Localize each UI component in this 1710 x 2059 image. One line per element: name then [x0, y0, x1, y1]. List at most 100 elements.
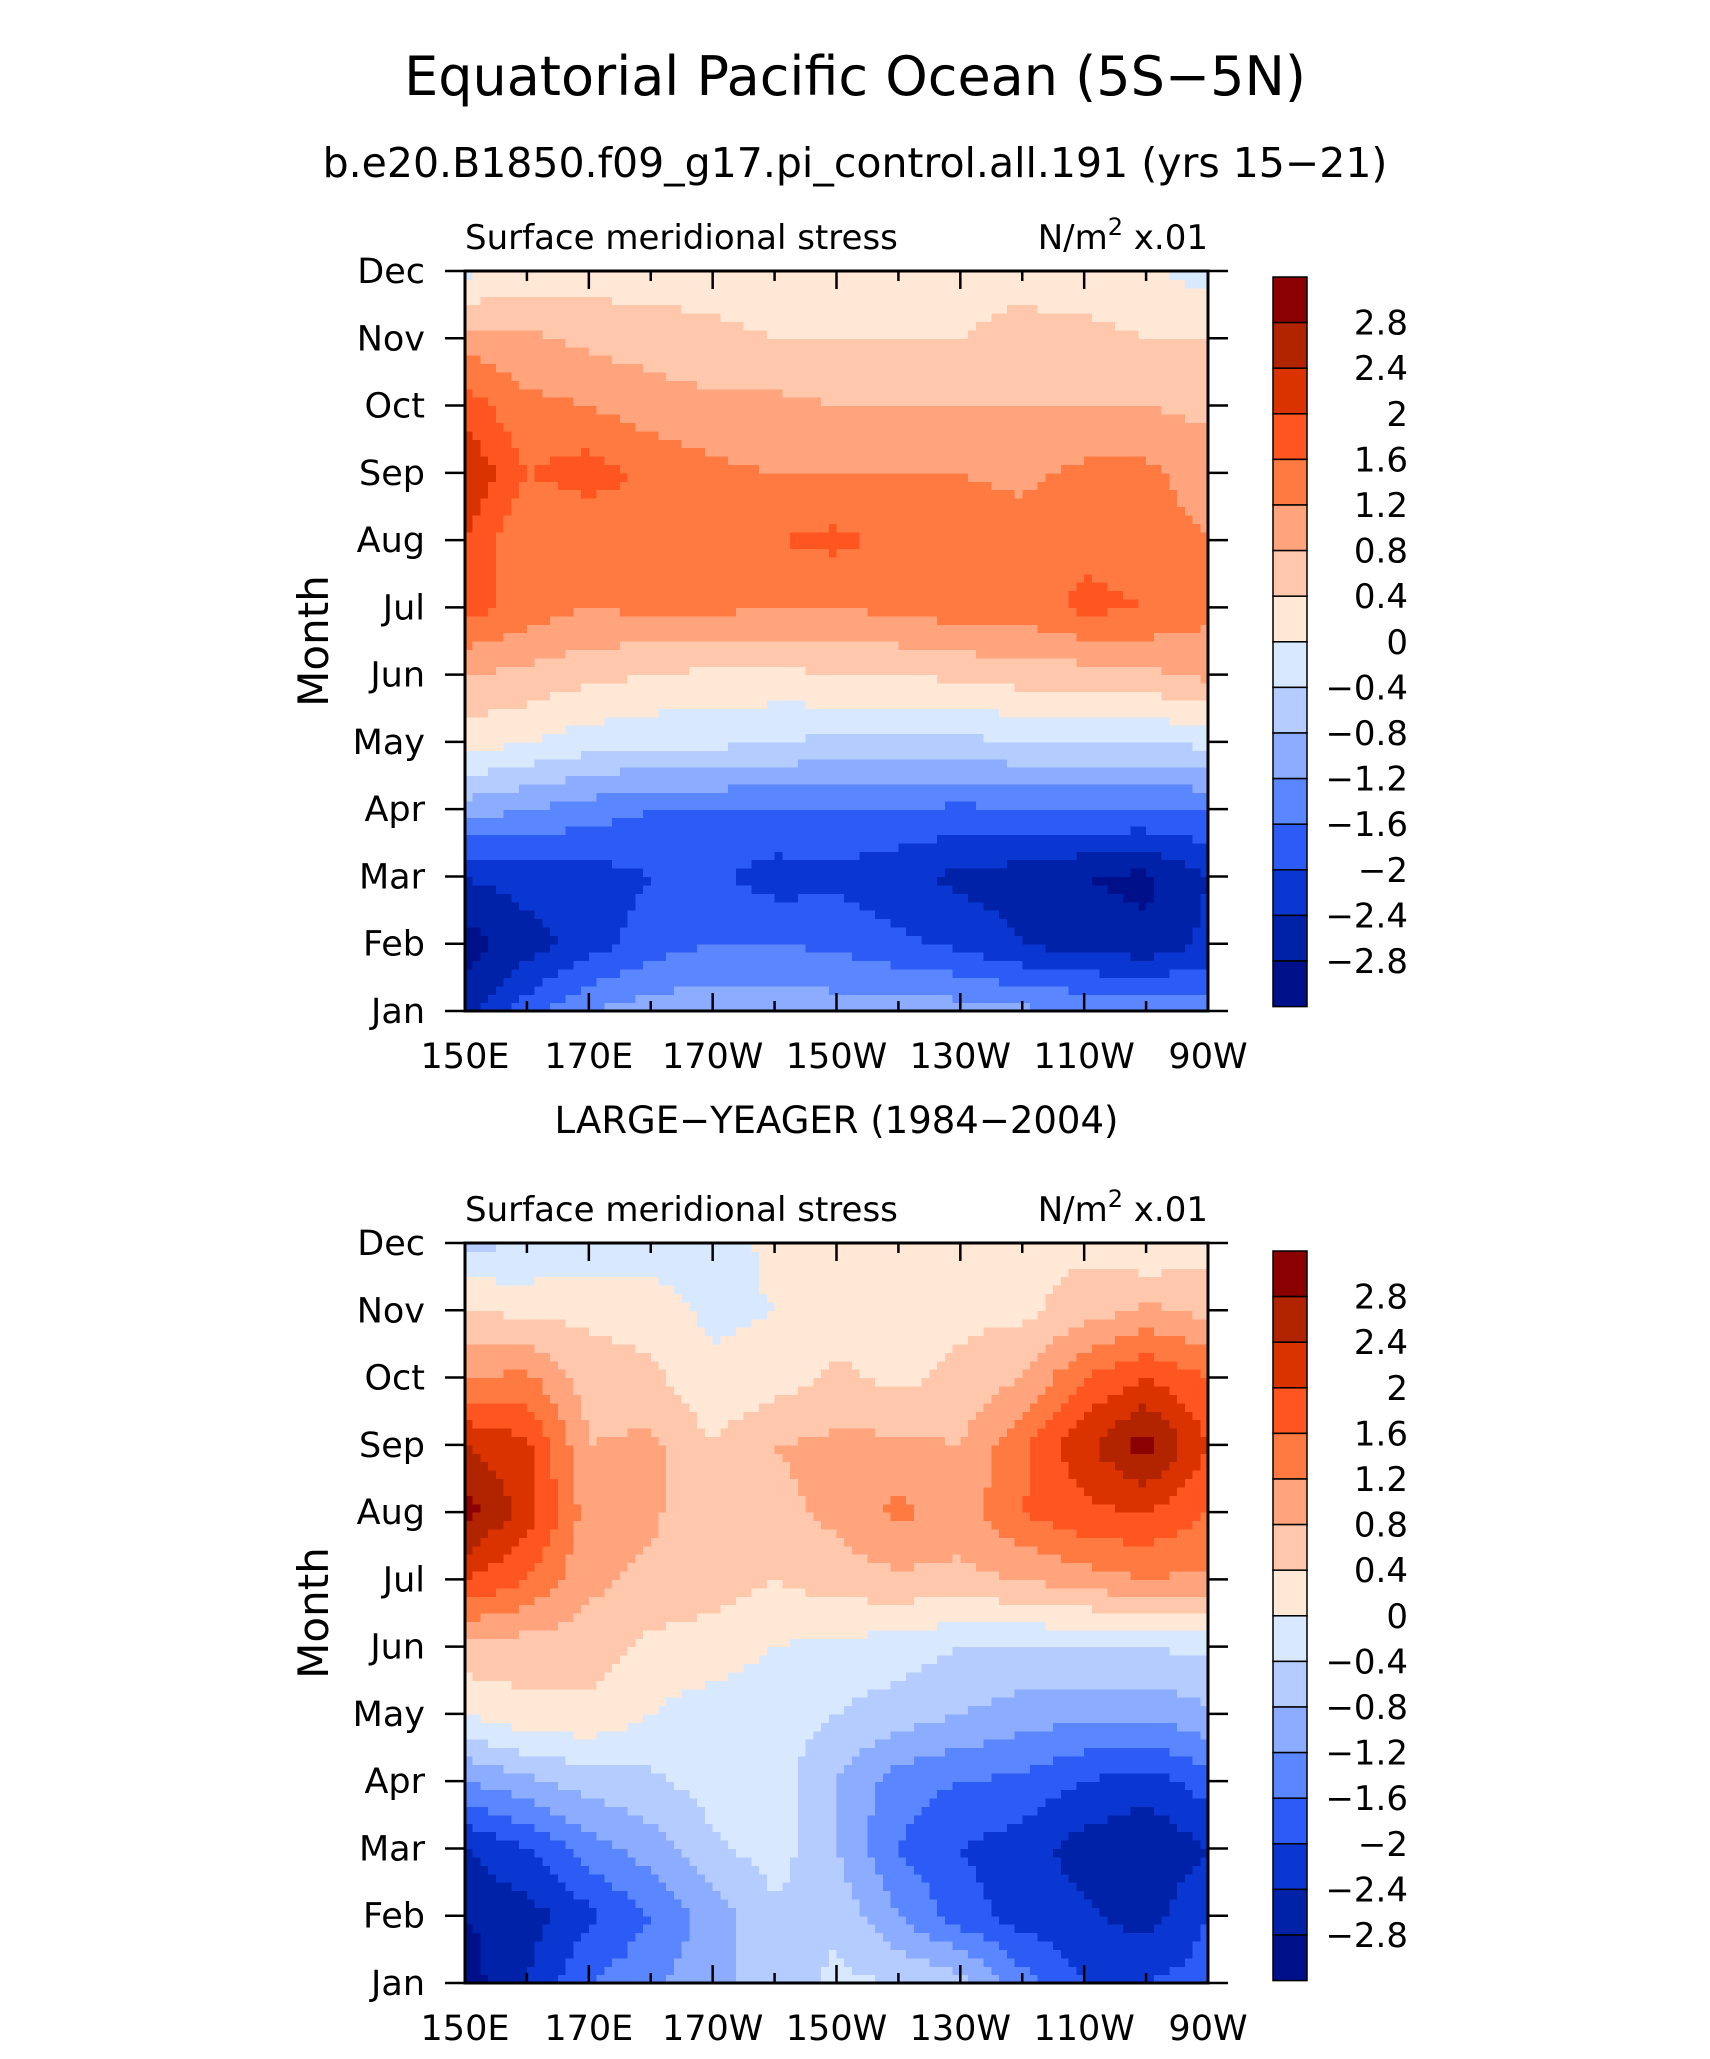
heatmap-cell	[1122, 641, 1132, 651]
heatmap-cell	[666, 657, 675, 667]
heatmap-cell	[511, 952, 520, 962]
heatmap-cell	[1022, 666, 1031, 676]
heatmap-cell	[519, 775, 528, 785]
heatmap-cell	[704, 952, 714, 962]
heatmap-cell	[921, 977, 930, 987]
heatmap-cell	[581, 683, 590, 693]
heatmap-cell	[511, 699, 520, 709]
heatmap-cell	[1076, 800, 1085, 810]
heatmap-cell	[550, 800, 559, 810]
heatmap-cell	[689, 968, 698, 978]
heatmap-cell	[898, 943, 907, 953]
heatmap-cell	[836, 985, 845, 995]
heatmap-cell	[557, 910, 567, 920]
heatmap-cell	[751, 767, 760, 777]
heatmap-cell	[782, 935, 791, 945]
heatmap-cell	[797, 859, 807, 869]
heatmap-cell	[1192, 876, 1201, 886]
heatmap-cell	[658, 792, 667, 802]
heatmap-cell	[1107, 767, 1116, 777]
heatmap-cell	[797, 649, 807, 659]
heatmap-cell	[704, 649, 714, 659]
heatmap-cell	[1192, 691, 1201, 701]
heatmap-cell	[1014, 952, 1023, 962]
heatmap-cell	[898, 952, 907, 962]
heatmap-cell	[813, 968, 822, 978]
heatmap-cell	[604, 876, 613, 886]
heatmap-cell	[1060, 624, 1070, 634]
heatmap-cell	[465, 641, 474, 651]
heatmap-cell	[766, 750, 776, 760]
heatmap-cell	[519, 977, 528, 987]
heatmap-cell	[565, 952, 574, 962]
heatmap-cell	[1161, 783, 1170, 793]
heatmap-cell	[565, 851, 574, 861]
heatmap-cell	[550, 733, 559, 743]
heatmap-cell	[542, 1002, 551, 1012]
heatmap-cell	[588, 985, 598, 995]
heatmap-cell	[658, 632, 667, 642]
heatmap-cell	[1130, 792, 1139, 802]
heatmap-cell	[944, 1002, 954, 1012]
heatmap-cell	[1107, 758, 1116, 768]
heatmap-cell	[1146, 1002, 1155, 1012]
heatmap-cell	[952, 758, 961, 768]
heatmap-cell	[1076, 876, 1085, 886]
heatmap-cell	[952, 708, 961, 718]
heatmap-cell	[604, 834, 613, 844]
heatmap-cell	[503, 926, 513, 936]
heatmap-cell	[697, 918, 706, 928]
heatmap-cell	[844, 943, 853, 953]
heatmap-cell	[1146, 649, 1155, 659]
heatmap-cell	[650, 590, 660, 600]
heatmap-cell	[643, 573, 652, 583]
heatmap-cell	[1068, 615, 1078, 625]
heatmap-cell	[1122, 868, 1132, 878]
heatmap-cell	[999, 683, 1008, 693]
heatmap-cell	[1130, 649, 1139, 659]
heatmap-cell	[1099, 851, 1108, 861]
heatmap-cell	[867, 952, 876, 962]
heatmap-cell	[534, 901, 543, 911]
heatmap-cell	[743, 859, 752, 869]
heatmap-cell	[921, 666, 930, 676]
heatmap-cell	[975, 817, 985, 827]
heatmap-cell	[821, 767, 830, 777]
heatmap-cell	[1076, 952, 1085, 962]
heatmap-cell	[534, 641, 543, 651]
heatmap-cell	[991, 767, 1000, 777]
heatmap-cell	[650, 842, 660, 852]
heatmap-cell	[743, 691, 752, 701]
heatmap-cell	[465, 792, 474, 802]
heatmap-cell	[1107, 968, 1116, 978]
heatmap-cell	[1122, 918, 1132, 928]
heatmap-cell	[542, 683, 551, 693]
heatmap-cell	[658, 910, 667, 920]
heatmap-cell	[1029, 994, 1039, 1004]
heatmap-cell	[890, 649, 900, 659]
heatmap-cell	[898, 683, 907, 693]
heatmap-cell	[604, 691, 613, 701]
heatmap-cell	[821, 842, 830, 852]
heatmap-cell	[1138, 935, 1147, 945]
heatmap-cell	[650, 910, 660, 920]
heatmap-cell	[1060, 968, 1070, 978]
heatmap-cell	[596, 884, 605, 894]
heatmap-cell	[666, 758, 675, 768]
heatmap-cell	[960, 800, 969, 810]
heatmap-cell	[681, 725, 691, 735]
heatmap-cell	[1192, 792, 1201, 802]
heatmap-cell	[650, 615, 660, 625]
heatmap-cell	[550, 977, 559, 987]
heatmap-cell	[913, 607, 923, 617]
heatmap-cell	[503, 918, 513, 928]
heatmap-cell	[627, 741, 636, 751]
heatmap-cell	[735, 935, 745, 945]
heatmap-cell	[735, 901, 745, 911]
heatmap-cell	[728, 977, 737, 987]
heatmap-cell	[573, 598, 582, 608]
heatmap-cell	[797, 540, 807, 550]
heatmap-cell	[1192, 893, 1201, 903]
heatmap-cell	[689, 952, 698, 962]
heatmap-cell	[890, 826, 900, 836]
